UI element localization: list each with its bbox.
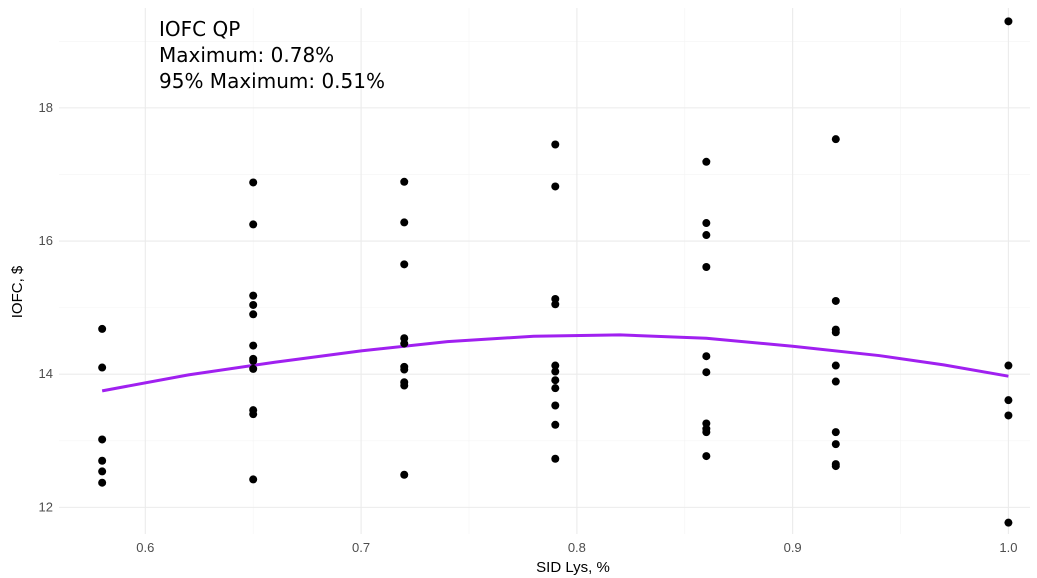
data-point bbox=[249, 300, 258, 309]
data-point bbox=[551, 454, 560, 463]
data-point bbox=[98, 435, 107, 444]
x-tick-labels: 0.6 0.7 0.8 0.9 1.0 bbox=[136, 540, 1017, 555]
y-tick-labels: 12 14 16 18 bbox=[39, 100, 53, 514]
data-point bbox=[831, 296, 840, 305]
fit-curve-group bbox=[101, 333, 1009, 393]
data-point bbox=[1004, 17, 1013, 26]
data-point bbox=[400, 470, 409, 479]
data-point bbox=[551, 384, 560, 393]
data-point bbox=[1004, 396, 1013, 405]
data-point bbox=[831, 328, 840, 337]
y-tick-label: 12 bbox=[39, 499, 53, 514]
data-point bbox=[98, 478, 107, 487]
data-point bbox=[249, 356, 258, 365]
data-point bbox=[702, 428, 711, 437]
y-tick-label: 16 bbox=[39, 233, 53, 248]
data-point bbox=[98, 456, 107, 465]
x-tick-label: 0.6 bbox=[136, 540, 154, 555]
data-point bbox=[400, 365, 409, 374]
data-point bbox=[831, 377, 840, 386]
data-point bbox=[551, 361, 560, 370]
data-point bbox=[1004, 411, 1013, 420]
data-points bbox=[98, 17, 1013, 527]
annotation-95-maximum: 95% Maximum: 0.51% bbox=[159, 69, 385, 93]
data-point bbox=[831, 135, 840, 144]
annotation-title: IOFC QP bbox=[159, 17, 240, 41]
data-point bbox=[831, 440, 840, 449]
data-point bbox=[400, 339, 409, 348]
data-point bbox=[400, 177, 409, 186]
data-point bbox=[400, 260, 409, 269]
x-axis-title: SID Lys, % bbox=[536, 559, 610, 576]
data-point bbox=[551, 367, 560, 376]
data-point bbox=[551, 420, 560, 429]
fit-curve-line bbox=[101, 333, 1009, 393]
annotation-block: IOFC QP Maximum: 0.78% 95% Maximum: 0.51… bbox=[159, 17, 385, 93]
data-point bbox=[249, 475, 258, 484]
data-point bbox=[551, 182, 560, 191]
data-point bbox=[249, 341, 258, 350]
y-axis-title: IOFC, $ bbox=[9, 265, 26, 318]
data-point bbox=[551, 300, 560, 309]
data-point bbox=[702, 157, 711, 166]
data-point bbox=[831, 462, 840, 471]
data-point bbox=[831, 361, 840, 370]
annotation-maximum: Maximum: 0.78% bbox=[159, 43, 334, 67]
data-point bbox=[400, 218, 409, 227]
data-point bbox=[702, 368, 711, 377]
data-point bbox=[702, 452, 711, 461]
data-point bbox=[249, 220, 258, 229]
data-point bbox=[249, 410, 258, 419]
x-tick-label: 0.7 bbox=[352, 540, 370, 555]
major-gridlines bbox=[59, 8, 1030, 534]
data-point bbox=[1004, 518, 1013, 527]
data-point bbox=[98, 363, 107, 372]
data-point bbox=[1004, 361, 1013, 370]
data-point bbox=[400, 381, 409, 390]
data-point bbox=[702, 352, 711, 361]
x-tick-label: 0.8 bbox=[568, 540, 586, 555]
x-tick-label: 1.0 bbox=[999, 540, 1017, 555]
data-point bbox=[702, 219, 711, 228]
y-tick-label: 18 bbox=[39, 100, 53, 115]
data-point bbox=[551, 401, 560, 410]
data-point bbox=[831, 428, 840, 437]
data-point bbox=[249, 178, 258, 187]
data-point bbox=[551, 140, 560, 149]
minor-gridlines bbox=[59, 8, 1030, 534]
data-point bbox=[249, 291, 258, 300]
data-point bbox=[98, 324, 107, 333]
y-tick-label: 14 bbox=[39, 366, 53, 381]
data-point bbox=[98, 467, 107, 476]
data-point bbox=[249, 310, 258, 319]
data-point bbox=[551, 376, 560, 385]
x-tick-label: 0.9 bbox=[784, 540, 802, 555]
data-point bbox=[249, 364, 258, 373]
data-point bbox=[702, 263, 711, 272]
data-point bbox=[702, 231, 711, 240]
